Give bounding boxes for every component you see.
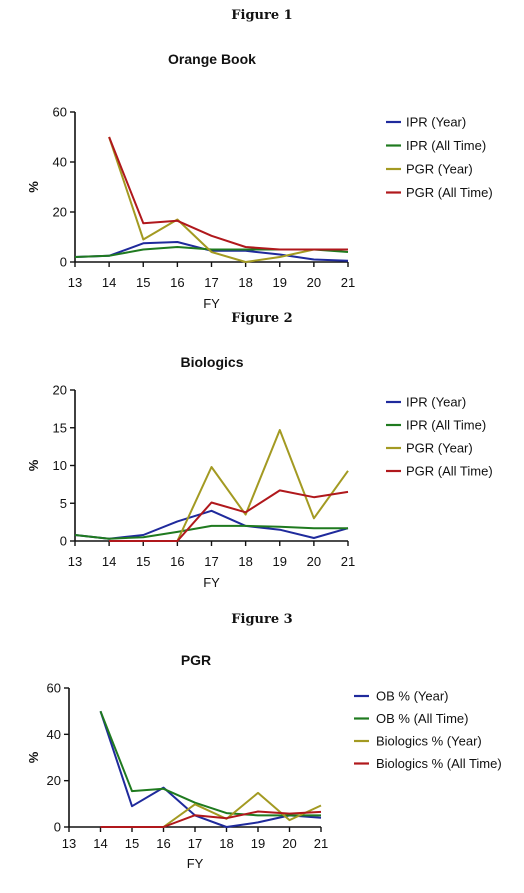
x-tick-label: 13 [62, 836, 76, 851]
x-tick-label: 17 [204, 275, 218, 290]
figure-3-caption: Figure 3 [231, 612, 293, 627]
legend-entry: OB % (All Time) [376, 711, 468, 726]
legend-entry: Biologics % (All Time) [376, 756, 502, 771]
legend-entry: IPR (Year) [406, 395, 466, 410]
chart-title: Biologics [180, 354, 243, 370]
x-tick-label: 16 [170, 554, 184, 569]
y-tick-label: 5 [60, 496, 67, 511]
y-axis-label: % [26, 459, 41, 471]
chart-title: Orange Book [168, 51, 256, 67]
chart-title: PGR [181, 652, 211, 668]
series-line [99, 710, 322, 828]
x-tick-label: 13 [68, 275, 82, 290]
x-tick-label: 15 [125, 836, 139, 851]
y-tick-label: 60 [47, 681, 61, 696]
x-tick-label: 16 [156, 836, 170, 851]
legend-entry: IPR (All Time) [406, 418, 486, 433]
y-tick-label: 10 [53, 458, 67, 473]
x-axis-label: FY [187, 856, 204, 871]
x-tick-label: 21 [314, 836, 328, 851]
biologics-chart: Biologics 0 5 10 15 20 13 14 15 16 17 18 19 20 21 FY% IP… [26, 354, 493, 590]
y-axis-label: % [26, 751, 41, 763]
legend-entry: IPR (All Time) [406, 138, 486, 153]
x-tick-label: 20 [307, 275, 321, 290]
x-tick-label: 21 [341, 275, 355, 290]
x-tick-label: 19 [273, 554, 287, 569]
orange-book-chart: Orange Book 0 20 40 60 13 14 15 16 17 18 19 20 21 FY% I… [26, 51, 493, 311]
legend-entry: OB % (Year) [376, 689, 449, 704]
x-tick-label: 21 [341, 554, 355, 569]
x-tick-label: 16 [170, 275, 184, 290]
x-tick-label: 18 [219, 836, 233, 851]
y-tick-label: 40 [53, 155, 67, 170]
series-line [108, 136, 348, 263]
figure-2-caption: Figure 2 [231, 311, 293, 326]
x-tick-label: 18 [238, 275, 252, 290]
legend-entry: IPR (Year) [406, 115, 466, 130]
series-line [109, 429, 349, 542]
x-tick-label: 19 [251, 836, 265, 851]
x-tick-label: 20 [282, 836, 296, 851]
series-line [100, 810, 322, 828]
figure-1-caption: Figure 1 [231, 8, 293, 23]
x-tick-label: 20 [307, 554, 321, 569]
x-tick-label: 14 [102, 275, 116, 290]
x-tick-label: 17 [188, 836, 202, 851]
legend-entry: PGR (All Time) [406, 185, 493, 200]
y-tick-label: 0 [60, 534, 67, 549]
pgr-chart: PGR 0 20 40 60 13 14 15 16 17 18 19 20 21 FY% OB % (Yea… [26, 652, 502, 871]
y-tick-label: 60 [53, 105, 67, 120]
x-tick-label: 14 [102, 554, 116, 569]
y-tick-label: 20 [47, 773, 61, 788]
x-tick-label: 19 [273, 275, 287, 290]
x-tick-label: 14 [93, 836, 107, 851]
series-line [74, 524, 348, 540]
series-line [74, 509, 349, 540]
x-tick-label: 18 [238, 554, 252, 569]
x-tick-label: 15 [136, 554, 150, 569]
legend-entry: PGR (All Time) [406, 464, 493, 479]
y-tick-label: 40 [47, 727, 61, 742]
legend-entry: Biologics % (Year) [376, 734, 482, 749]
x-tick-label: 17 [204, 554, 218, 569]
y-axis-label: % [26, 181, 41, 193]
legend-entry: PGR (Year) [406, 162, 473, 177]
series-line [108, 136, 348, 251]
y-tick-label: 20 [53, 205, 67, 220]
y-tick-label: 0 [60, 255, 67, 270]
x-tick-label: 13 [68, 554, 82, 569]
y-tick-label: 15 [53, 420, 67, 435]
x-axis-label: FY [203, 296, 220, 311]
series-line [109, 489, 349, 542]
y-tick-label: 20 [53, 383, 67, 398]
x-axis-label: FY [203, 575, 220, 590]
y-tick-label: 0 [54, 820, 61, 835]
legend-entry: PGR (Year) [406, 441, 473, 456]
x-tick-label: 15 [136, 275, 150, 290]
series-line [99, 710, 321, 817]
